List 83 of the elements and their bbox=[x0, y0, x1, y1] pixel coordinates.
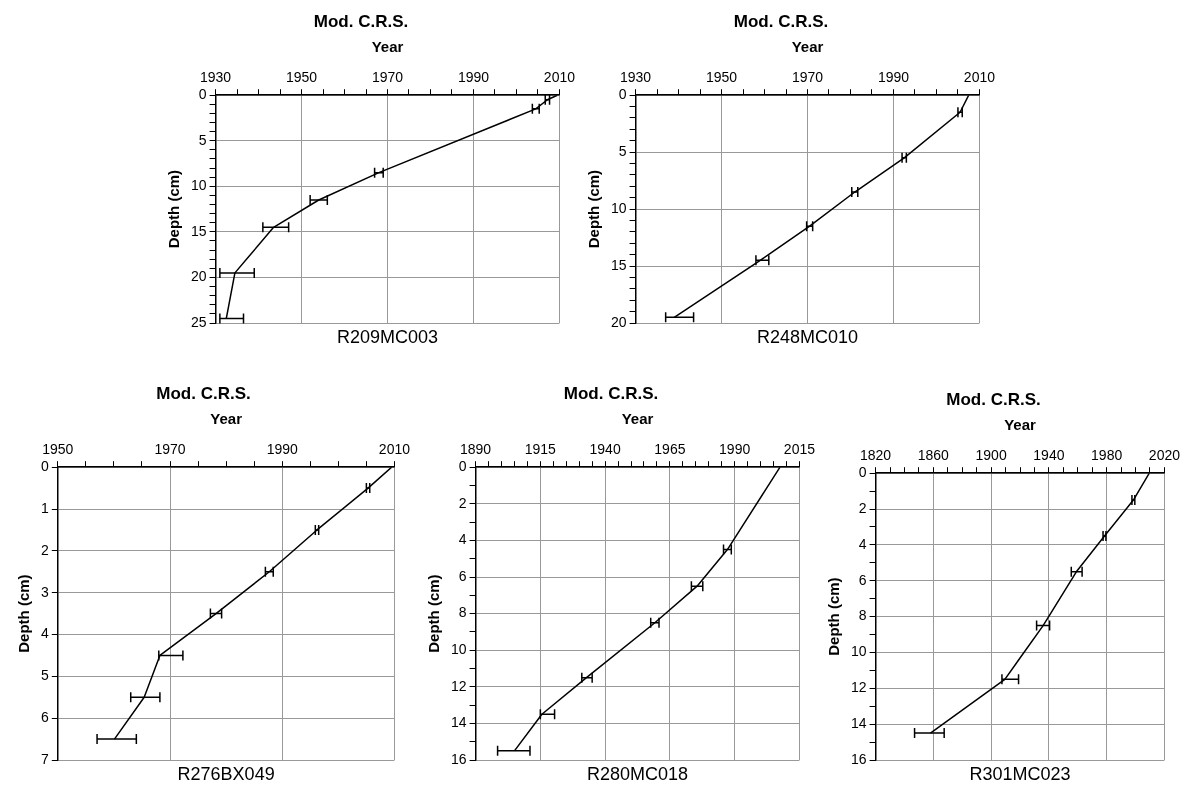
y-tick-label: 20 bbox=[190, 268, 207, 285]
y-tick-label: 10 bbox=[190, 177, 207, 194]
y-tick-label: 4 bbox=[858, 535, 867, 552]
y-tick-label: 16 bbox=[450, 750, 467, 767]
x-tick-label: 2010 bbox=[963, 68, 996, 85]
chart-title: Mod. C.R.S. bbox=[733, 11, 829, 31]
y-axis-title: Depth (cm) bbox=[425, 574, 443, 653]
x-tick-label: 2020 bbox=[1148, 446, 1181, 463]
x-tick-label: 1970 bbox=[791, 68, 824, 85]
x-tick-label: 1930 bbox=[619, 68, 652, 85]
y-tick-label: 0 bbox=[618, 86, 627, 103]
x-tick-label: 1860 bbox=[917, 446, 950, 463]
y-tick-label: 12 bbox=[850, 679, 867, 696]
y-tick-label: 5 bbox=[198, 131, 207, 148]
text: R276BX049 bbox=[177, 763, 275, 784]
x-tick-label: 2015 bbox=[783, 440, 816, 457]
x-tick-label: 1940 bbox=[589, 440, 621, 457]
y-tick-label: 5 bbox=[40, 667, 49, 684]
x-tick-label: 1980 bbox=[1091, 446, 1123, 463]
y-tick-label: 15 bbox=[190, 222, 207, 239]
x-tick-label: 1990 bbox=[457, 68, 490, 85]
y-tick-label: 12 bbox=[450, 677, 467, 694]
x-axis-title: Year bbox=[1004, 415, 1037, 433]
x-tick-label: 1990 bbox=[719, 440, 751, 457]
y-tick-label: 7 bbox=[40, 750, 49, 767]
x-tick-label: 1970 bbox=[154, 440, 186, 457]
x-tick-label: 1990 bbox=[266, 440, 298, 457]
text: R280MC018 bbox=[586, 763, 689, 784]
x-tick-label: 1950 bbox=[285, 68, 318, 85]
chart-title: Mod. C.R.S. bbox=[563, 383, 659, 403]
y-tick-label: 0 bbox=[198, 86, 207, 103]
x-tick-label: 1900 bbox=[975, 446, 1007, 463]
y-tick-label: 10 bbox=[610, 199, 627, 216]
x-axis-title: Year bbox=[371, 37, 404, 55]
x-tick-label: 1820 bbox=[859, 446, 892, 463]
y-tick-label: 15 bbox=[610, 256, 627, 273]
y-tick-label: 14 bbox=[850, 715, 867, 732]
y-tick-label: 0 bbox=[458, 458, 467, 475]
x-tick-label: 1965 bbox=[654, 440, 686, 457]
x-tick-label: 1950 bbox=[42, 440, 74, 457]
x-tick-label: 1890 bbox=[459, 440, 492, 457]
y-tick-label: 25 bbox=[190, 313, 207, 330]
y-tick-label: 0 bbox=[858, 464, 867, 481]
y-tick-label: 20 bbox=[610, 313, 627, 330]
x-tick-label: 1970 bbox=[371, 68, 404, 85]
y-tick-label: 8 bbox=[458, 604, 467, 621]
y-tick-label: 3 bbox=[40, 583, 49, 600]
x-axis-title: Year bbox=[791, 37, 824, 55]
text: R301MC023 bbox=[969, 763, 1071, 784]
y-tick-label: 4 bbox=[458, 531, 467, 548]
chart-title: Mod. C.R.S. bbox=[946, 389, 1041, 409]
y-axis-title: Depth (cm) bbox=[15, 574, 33, 653]
chart-title: Mod. C.R.S. bbox=[313, 11, 409, 31]
x-tick-label: 2010 bbox=[378, 440, 411, 457]
y-tick-label: 0 bbox=[40, 458, 49, 475]
chart-title: Mod. C.R.S. bbox=[156, 383, 251, 403]
text: R248MC010 bbox=[756, 326, 859, 347]
y-axis-title: Depth (cm) bbox=[825, 577, 843, 656]
y-tick-label: 2 bbox=[40, 541, 49, 558]
x-tick-label: 1990 bbox=[877, 68, 910, 85]
text: R209MC003 bbox=[336, 326, 439, 347]
y-axis-title: Depth (cm) bbox=[585, 169, 603, 249]
y-axis-title: Depth (cm) bbox=[165, 169, 183, 249]
y-tick-label: 6 bbox=[858, 571, 867, 588]
y-tick-label: 1 bbox=[40, 499, 49, 516]
y-tick-label: 4 bbox=[40, 625, 49, 642]
y-tick-label: 16 bbox=[850, 750, 867, 767]
y-tick-label: 10 bbox=[850, 643, 867, 660]
y-tick-label: 2 bbox=[458, 494, 467, 511]
y-tick-label: 14 bbox=[450, 714, 467, 731]
x-tick-label: 1915 bbox=[524, 440, 557, 457]
x-axis-title: Year bbox=[621, 409, 654, 427]
y-tick-label: 2 bbox=[858, 499, 867, 516]
y-tick-label: 8 bbox=[858, 607, 867, 624]
y-tick-label: 5 bbox=[618, 143, 627, 160]
x-tick-label: 1940 bbox=[1033, 446, 1065, 463]
x-tick-label: 2010 bbox=[543, 68, 576, 85]
x-axis-title: Year bbox=[210, 409, 243, 427]
y-tick-label: 10 bbox=[450, 641, 467, 658]
y-tick-label: 6 bbox=[458, 567, 467, 584]
x-tick-label: 1930 bbox=[199, 68, 232, 85]
x-tick-label: 1950 bbox=[705, 68, 738, 85]
y-tick-label: 6 bbox=[40, 709, 49, 726]
